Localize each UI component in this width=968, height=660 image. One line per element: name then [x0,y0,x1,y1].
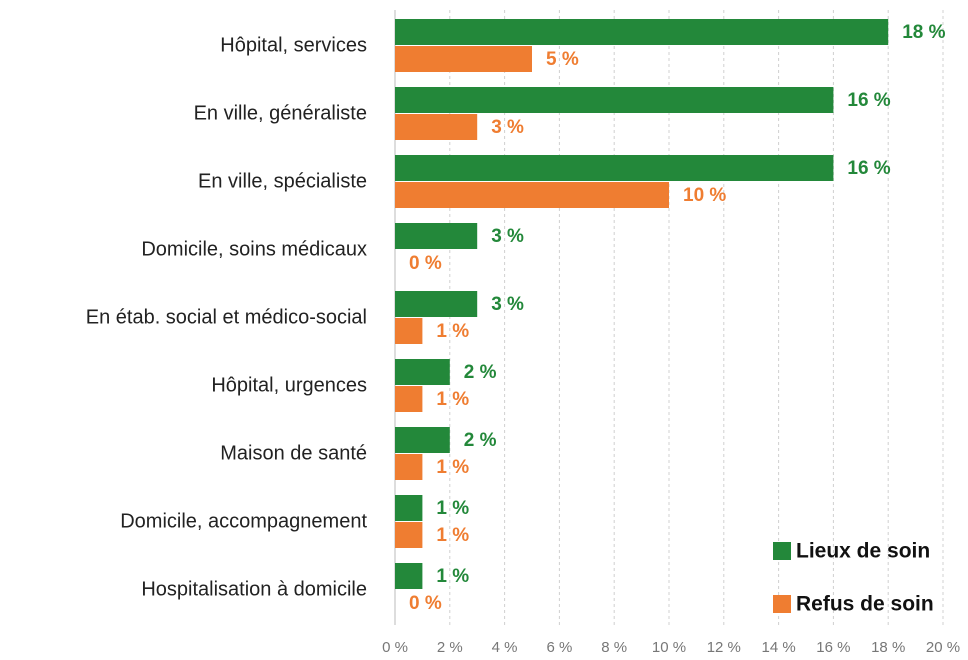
bar [395,386,423,412]
bar [395,454,423,480]
data-label: 16 % [847,90,890,111]
data-label: 1 % [436,321,469,342]
data-label: 1 % [436,525,469,546]
x-tick-label: 16 % [816,639,850,656]
bar [395,495,423,521]
bar [395,19,889,45]
category-label: Maison de santé [220,442,367,464]
x-tick-label: 6 % [546,639,572,656]
x-tick-label: 4 % [492,639,518,656]
bar [395,563,423,589]
x-tick-label: 18 % [871,639,905,656]
x-tick-label: 10 % [652,639,686,656]
data-label: 16 % [847,158,890,179]
x-tick-label: 2 % [437,639,463,656]
data-label: 2 % [464,430,497,451]
bar [395,46,532,72]
category-label: En étab. social et médico-social [86,306,367,328]
category-label: En ville, spécialiste [198,170,367,192]
category-label: Domicile, soins médicaux [141,238,367,260]
bar [395,291,478,317]
x-tick-label: 8 % [601,639,627,656]
bar [395,359,450,385]
bar [395,182,669,208]
data-label: 2 % [464,362,497,383]
category-label: Hôpital, urgences [211,374,367,396]
x-tick-label: 20 % [926,639,960,656]
x-tick-label: 14 % [761,639,795,656]
bar [395,155,834,181]
data-label: 1 % [436,566,469,587]
category-label: Domicile, accompagnement [120,510,367,532]
data-label: 1 % [436,389,469,410]
data-label: 3 % [491,117,524,138]
data-label: 0 % [409,253,442,274]
data-label: 5 % [546,49,579,70]
bar [395,427,450,453]
data-label: 3 % [491,294,524,315]
x-tick-label: 0 % [382,639,408,656]
x-tick-label: 12 % [707,639,741,656]
bar [395,114,478,140]
bar [395,87,834,113]
category-label: Hôpital, services [220,34,367,56]
bar [395,223,478,249]
legend-label: Refus de soin [796,593,934,616]
category-label: En ville, généraliste [194,102,367,124]
data-label: 3 % [491,226,524,247]
bar [395,318,423,344]
legend-swatch [773,595,791,613]
data-label: 18 % [902,22,945,43]
category-label: Hospitalisation à domicile [141,578,367,600]
data-label: 10 % [683,185,726,206]
data-label: 1 % [436,498,469,519]
data-label: 1 % [436,457,469,478]
bar [395,522,423,548]
data-label: 0 % [409,593,442,614]
legend-swatch [773,542,791,560]
legend-label: Lieux de soin [796,540,930,563]
